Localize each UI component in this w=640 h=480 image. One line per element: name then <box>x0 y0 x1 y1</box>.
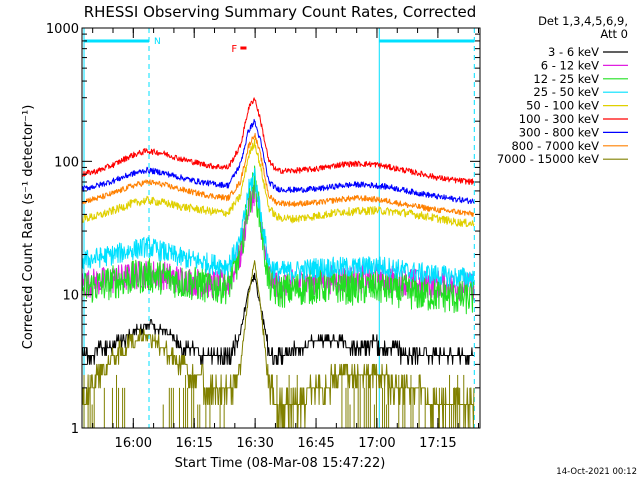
y-axis-label: Corrected Count Rate (s⁻¹ detector⁻¹) <box>21 105 36 350</box>
y-tick-label: 1000 <box>46 22 79 37</box>
y-tick-label: 10 <box>62 289 79 304</box>
x-tick-label: 17:15 <box>419 436 456 451</box>
x-tick-label: 16:45 <box>297 436 334 451</box>
legend-entry-label: 300 - 800 keV <box>519 125 599 139</box>
x-tick-label: 16:15 <box>175 436 212 451</box>
y-tick-label: 100 <box>54 155 79 170</box>
legend-entry-label: 50 - 100 keV <box>526 99 599 113</box>
legend-header-detectors: Det 1,3,4,5,6,9, <box>538 14 628 28</box>
legend-entry-label: 3 - 6 keV <box>548 45 599 59</box>
flare-label: F <box>231 44 237 55</box>
x-axis-label: Start Time (08-Mar-08 15:47:22) <box>175 456 386 471</box>
legend-entry-label: 100 - 300 keV <box>519 112 599 126</box>
series-line <box>81 272 474 365</box>
series-line <box>81 118 475 205</box>
series-line <box>81 97 475 185</box>
footer-date: 14-Oct-2021 00:12 <box>556 467 637 477</box>
series-line <box>81 132 475 217</box>
series-line <box>81 260 475 429</box>
legend-entry-label: 800 - 7000 keV <box>511 139 599 153</box>
x-tick-label: 16:30 <box>236 436 273 451</box>
y-tick-label: 1 <box>71 422 79 437</box>
legend-entry-label: 7000 - 15000 keV <box>497 152 599 166</box>
legend-header-attenuator: Att 0 <box>600 27 628 41</box>
series-line <box>81 138 475 228</box>
x-tick-label: 17:00 <box>358 436 395 451</box>
legend-entry-label: 6 - 12 keV <box>541 58 599 72</box>
series-line <box>81 168 475 288</box>
x-tick-label: 16:00 <box>115 436 152 451</box>
legend-entry-label: 25 - 50 keV <box>533 85 599 99</box>
series-line <box>81 165 475 315</box>
plot-frame <box>81 27 481 429</box>
chart-title: RHESSI Observing Summary Count Rates, Co… <box>84 3 477 21</box>
night-label: N <box>154 37 161 47</box>
plot-area: N F 1 10 100 1000 16:00 16:15 16:30 16:45 17:00 17:… <box>46 22 481 451</box>
legend-entry-label: 12 - 25 keV <box>533 72 599 86</box>
